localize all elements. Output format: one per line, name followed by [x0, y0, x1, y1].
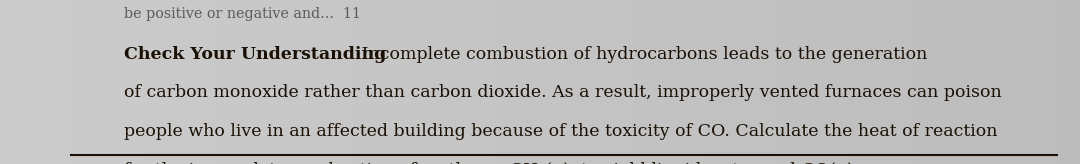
- Text: people who live in an affected building because of the toxicity of CO. Calculate: people who live in an affected building …: [124, 123, 998, 140]
- Text: for the incomplete combustion of methane, CH₄(g), to yield liquid water and CO(g: for the incomplete combustion of methane…: [124, 162, 860, 164]
- Text: be positive or negative and...  11: be positive or negative and... 11: [124, 7, 361, 20]
- Text: Check Your Understanding: Check Your Understanding: [124, 46, 387, 63]
- Text: of carbon monoxide rather than carbon dioxide. As a result, improperly vented fu: of carbon monoxide rather than carbon di…: [124, 84, 1002, 102]
- Text: Incomplete combustion of hydrocarbons leads to the generation: Incomplete combustion of hydrocarbons le…: [356, 46, 928, 63]
